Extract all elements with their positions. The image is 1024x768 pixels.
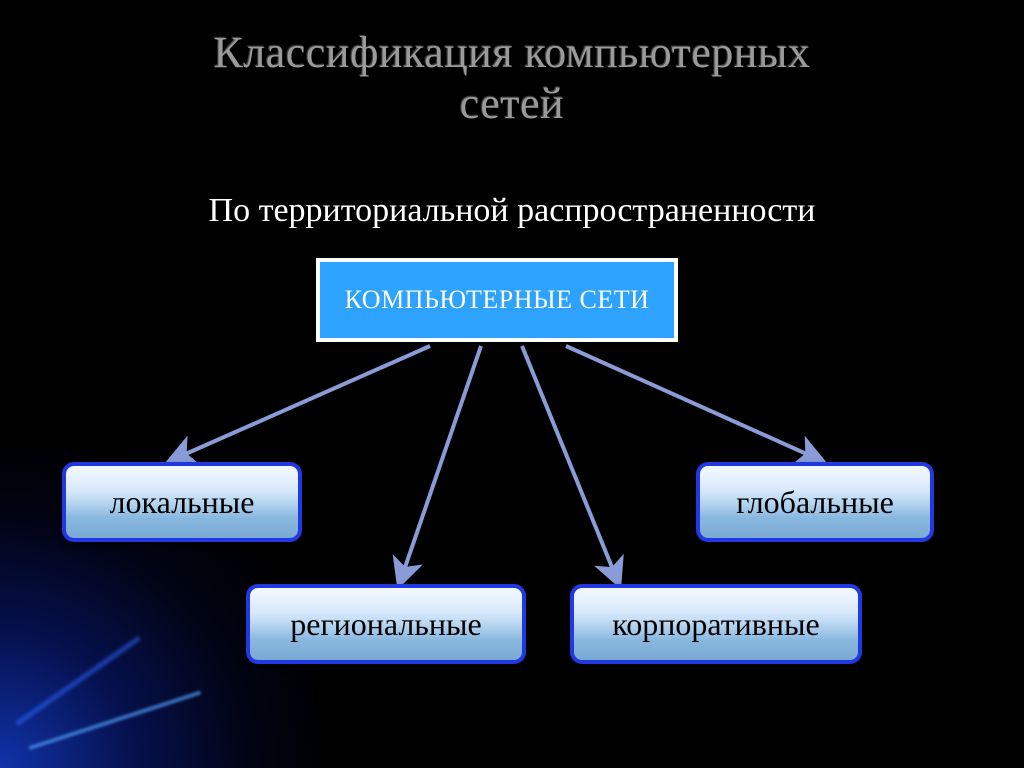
child-node-label: глобальные: [736, 484, 894, 521]
child-node-0: локальные: [62, 462, 302, 542]
child-node-3: глобальные: [696, 462, 934, 542]
child-node-1: региональные: [246, 584, 526, 664]
slide-subtitle: По территориальной распространенности: [0, 192, 1024, 230]
title-line-2: сетей: [460, 79, 564, 128]
root-node: КОМПЬЮТЕРНЫЕ СЕТИ: [316, 258, 678, 342]
child-node-label: локальные: [110, 484, 255, 521]
arrow-3: [566, 346, 820, 460]
arrow-1: [400, 346, 481, 582]
root-node-label: КОМПЬЮТЕРНЫЕ СЕТИ: [345, 285, 650, 315]
arrow-0: [172, 346, 430, 460]
child-node-label: региональные: [290, 606, 481, 643]
slide-title: Классификация компьютерных сетей: [0, 28, 1024, 129]
arrow-2: [522, 346, 618, 582]
child-node-label: корпоративные: [612, 606, 819, 643]
title-line-1: Классификация компьютерных: [214, 28, 811, 77]
child-node-2: корпоративные: [570, 584, 862, 664]
